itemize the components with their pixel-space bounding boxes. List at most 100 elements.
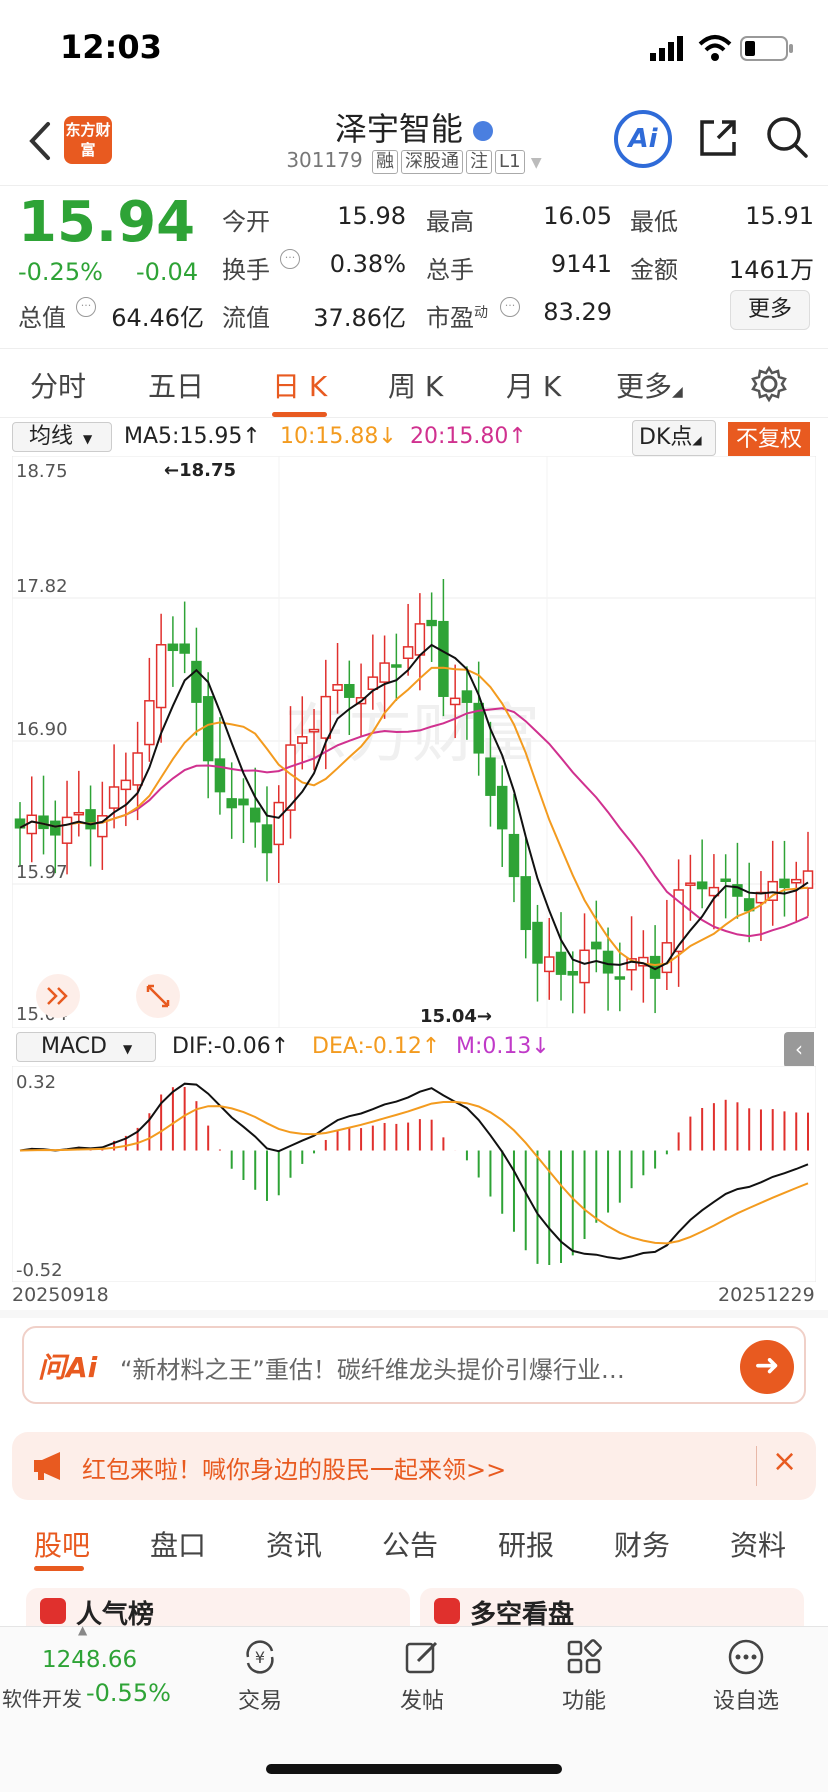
candle-body bbox=[332, 684, 343, 691]
notice-text: 红包来啦！喊你身边的股民一起来领>> bbox=[82, 1456, 507, 1484]
info-icon[interactable]: ··· bbox=[76, 297, 96, 317]
open-value: 15.98 bbox=[337, 202, 406, 230]
tab-guba[interactable]: 股吧 bbox=[34, 1529, 91, 1562]
turnover-value: 0.38% bbox=[329, 250, 406, 278]
ma20-line bbox=[19, 707, 809, 938]
index-value[interactable]: 1248.66 bbox=[42, 1647, 138, 1673]
candle-body bbox=[308, 728, 320, 733]
nav-post-label: 发帖 bbox=[399, 1689, 444, 1714]
edit-icon bbox=[405, 1641, 438, 1674]
ma20-value: 20:15.80↑ bbox=[410, 424, 527, 449]
settings-gear-icon[interactable] bbox=[750, 365, 788, 403]
dropdown-icon[interactable]: ▼ bbox=[530, 155, 542, 171]
mktcap-label: 总值 bbox=[18, 304, 66, 332]
indicator-select[interactable]: 均线 ▼ bbox=[12, 422, 112, 452]
candle-body bbox=[320, 695, 332, 739]
candle-body bbox=[14, 818, 26, 829]
candle-body bbox=[591, 941, 602, 950]
ask-ai-bar[interactable]: 问Ai “新材料之王”重估！碳纤维龙头提价引爆行业… ➜ bbox=[22, 1326, 806, 1404]
ai-button[interactable]: Ai bbox=[614, 110, 672, 168]
partial-cards-row: 人气榜 多空看盘 bbox=[0, 1580, 828, 1626]
tab-monthly-k[interactable]: 月 K bbox=[506, 370, 562, 403]
candle-body bbox=[214, 758, 226, 793]
back-icon[interactable] bbox=[26, 120, 52, 162]
tab-profile[interactable]: 资料 bbox=[730, 1529, 787, 1562]
arrow-right-icon[interactable]: ➜ bbox=[740, 1340, 794, 1394]
macd-select[interactable]: MACD ▼ bbox=[16, 1032, 156, 1062]
tab-pankou[interactable]: 盘口 bbox=[150, 1529, 207, 1562]
nav-trade[interactable]: ¥ 交易 bbox=[210, 1637, 310, 1715]
tab-news[interactable]: 资讯 bbox=[266, 1529, 323, 1562]
candle-body bbox=[73, 811, 85, 816]
nav-post[interactable]: 发帖 bbox=[372, 1637, 472, 1715]
search-icon[interactable] bbox=[764, 114, 810, 160]
popularity-card[interactable]: 人气榜 bbox=[26, 1588, 410, 1626]
candle-body bbox=[602, 950, 614, 974]
candle-body bbox=[238, 798, 249, 806]
info-icon[interactable]: ··· bbox=[280, 249, 300, 269]
candle-body bbox=[426, 619, 437, 627]
ma10-value: 10:15.88↓ bbox=[280, 424, 397, 449]
dif-line bbox=[19, 1082, 809, 1260]
info-icon[interactable]: ··· bbox=[500, 297, 520, 317]
nav-functions[interactable]: 功能 bbox=[534, 1637, 634, 1715]
turnover-label: 换手 bbox=[222, 256, 270, 284]
nav-add-watchlist[interactable]: 设自选 bbox=[696, 1637, 796, 1715]
macd-bars-group bbox=[30, 1087, 809, 1266]
notice-banner[interactable]: 红包来啦！喊你身边的股民一起来领>> × bbox=[12, 1432, 816, 1500]
candle-body bbox=[367, 676, 379, 691]
tab-weekly-k[interactable]: 周 K bbox=[388, 370, 444, 403]
ma10-line bbox=[19, 666, 809, 967]
battery-icon bbox=[740, 36, 793, 61]
candle-body bbox=[626, 958, 637, 971]
ma5-value: MA5:15.95↑ bbox=[124, 424, 261, 449]
stock-header: 东方财富 泽宇智能 301179 融深股通注 L1 ▼ Ai bbox=[0, 96, 828, 186]
candle-body bbox=[496, 785, 508, 830]
tab-intraday[interactable]: 分时 bbox=[30, 370, 87, 403]
ma5-line bbox=[19, 643, 809, 971]
candle-body bbox=[144, 700, 155, 746]
share-icon[interactable] bbox=[696, 116, 740, 160]
candle-body bbox=[579, 949, 590, 984]
index-change[interactable]: -0.55% bbox=[86, 1679, 171, 1707]
ask-ai-headline: “新材料之王”重估！碳纤维龙头提价引爆行业… bbox=[120, 1356, 625, 1384]
tab-five-day[interactable]: 五日 bbox=[148, 370, 205, 403]
collapse-panel-icon[interactable]: ‹ bbox=[784, 1032, 814, 1068]
open-label: 今开 bbox=[222, 208, 270, 236]
macd-y-top: 0.32 bbox=[16, 1072, 56, 1093]
tab-finance[interactable]: 财务 bbox=[614, 1529, 671, 1562]
adjust-toggle-button[interactable]: 不复权 bbox=[728, 422, 810, 458]
candle-body bbox=[249, 807, 261, 823]
kline-chart[interactable]: 东方财富 18.75 17.82 16.90 15.97 15.04 ←18.7… bbox=[12, 456, 816, 1028]
candle-body bbox=[485, 757, 496, 796]
bull-bear-card[interactable]: 多空看盘 bbox=[420, 1588, 804, 1626]
expand-left-icon[interactable] bbox=[36, 974, 80, 1018]
y-label-3: 16.90 bbox=[16, 719, 68, 740]
float-value: 37.86亿 bbox=[313, 304, 406, 332]
yen-refresh-icon: ¥ bbox=[246, 1640, 274, 1674]
tag-connect: 深股通 bbox=[401, 150, 464, 174]
min-price-marker: 15.04→ bbox=[420, 1006, 492, 1027]
candle-body bbox=[167, 643, 179, 652]
macd-chart[interactable]: 0.32 -0.52 bbox=[12, 1066, 816, 1282]
app-logo[interactable]: 东方财富 bbox=[64, 116, 112, 164]
popularity-icon bbox=[40, 1598, 66, 1624]
close-icon[interactable]: × bbox=[772, 1444, 798, 1479]
nav-trade-label: 交易 bbox=[237, 1689, 282, 1714]
fullscreen-icon[interactable] bbox=[136, 974, 180, 1018]
candle-body bbox=[461, 690, 473, 703]
tab-announcements[interactable]: 公告 bbox=[382, 1529, 439, 1562]
macd-frame bbox=[12, 1066, 816, 1282]
tab-more[interactable]: 更多◢ bbox=[616, 370, 683, 403]
tab-research[interactable]: 研报 bbox=[498, 1529, 555, 1562]
y-label-2: 17.82 bbox=[16, 576, 68, 597]
candle-body bbox=[438, 620, 449, 697]
tab-daily-k[interactable]: 日 K bbox=[272, 365, 328, 417]
caret-up-icon: ▲ bbox=[78, 1623, 88, 1637]
dk-point-select[interactable]: DK点◢ bbox=[632, 420, 716, 456]
candle-body bbox=[97, 815, 108, 838]
candle-body bbox=[191, 660, 202, 703]
index-name[interactable]: 软件开发 bbox=[2, 1687, 82, 1711]
more-quote-button[interactable]: 更多 bbox=[730, 290, 810, 330]
bull-bear-title: 多空看盘 bbox=[470, 1600, 575, 1626]
